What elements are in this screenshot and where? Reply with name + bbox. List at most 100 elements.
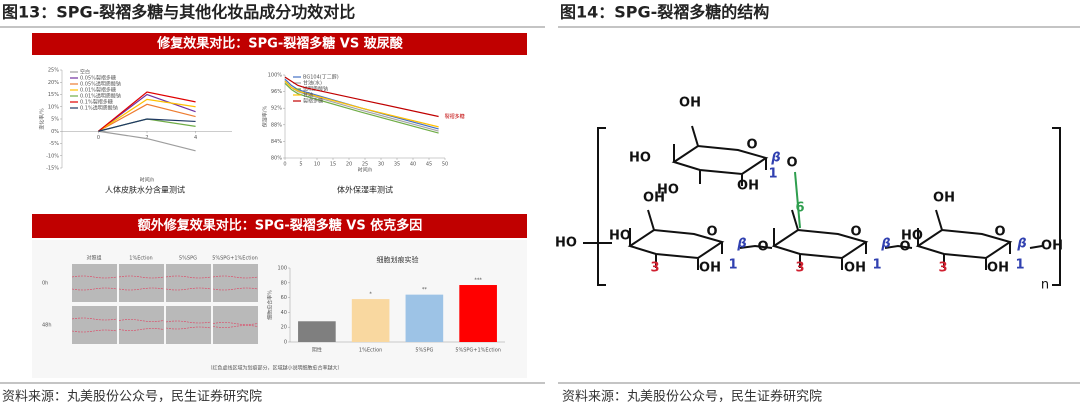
column-label: 1%Ection	[129, 256, 152, 262]
row-label: 0h	[42, 281, 48, 287]
atom-label: OH	[933, 191, 955, 206]
figure-title: 图13：SPG-裂褶多糖与其他化妆品成分功效对比	[2, 3, 355, 22]
x-tick-label: 阴性	[312, 347, 322, 354]
y-tick-label: 5%	[51, 117, 59, 123]
atom-label: HO	[657, 183, 679, 198]
y-tick-label: 100	[277, 266, 287, 272]
atom-label: O	[706, 225, 717, 240]
source: 资料来源：丸美股份公众号，民生证券研究院	[562, 389, 822, 405]
atom-label: OH	[737, 179, 759, 194]
atom-label: HO	[901, 229, 923, 244]
atom-label: β	[770, 151, 780, 166]
y-axis-label: 保湿率/%	[262, 106, 269, 128]
y-tick-label: -15%	[46, 166, 59, 172]
y-tick-label: -10%	[46, 153, 59, 159]
legend-label: 裂褶多糖	[303, 98, 323, 105]
y-tick-label: 84%	[271, 139, 282, 145]
chart-title: 细胞划痕实验	[377, 255, 419, 264]
x-tick-label: 1%Ection	[359, 348, 382, 354]
bond	[583, 242, 1043, 249]
line	[98, 103, 196, 132]
scratch	[71, 275, 118, 291]
x-tick-label: 5	[299, 162, 302, 168]
atom-label: OH	[1041, 239, 1063, 254]
x-tick-label: 40	[410, 162, 416, 168]
y-tick-label: 60	[281, 295, 287, 301]
x-tick-label: 5%SPG+1%Ection	[455, 348, 501, 354]
y-tick-label: 40	[281, 310, 287, 316]
atom-label: 1	[768, 167, 777, 182]
atom-label: 3	[938, 261, 947, 276]
photo	[166, 306, 211, 344]
bracket	[1052, 127, 1061, 286]
scratch	[118, 275, 165, 291]
y-tick-label: 20%	[48, 80, 59, 86]
atom-label: 6	[795, 201, 804, 216]
legend-label: 甘油(水)	[303, 80, 322, 87]
banner-text: 额外修复效果对比：SPG-裂褶多糖 VS 依克多因	[138, 218, 422, 234]
y-tick-label: 96%	[271, 89, 282, 95]
line	[98, 91, 196, 132]
legend-label: 0.1%裂褶多糖	[80, 99, 113, 106]
caption: 体外保湿率测试	[337, 185, 393, 195]
x-tick-label: 0	[283, 162, 286, 168]
atom-label: O	[746, 138, 757, 153]
atom-label: OH	[987, 261, 1009, 276]
photo	[119, 264, 164, 302]
significance: ***	[474, 278, 482, 284]
ring	[771, 209, 869, 270]
significance: **	[422, 287, 428, 293]
atom-label: OH	[699, 261, 721, 276]
significance: *	[369, 292, 372, 298]
line	[284, 80, 439, 128]
line	[98, 118, 196, 132]
x-tick-label: 45	[426, 162, 432, 168]
scratch	[212, 322, 259, 328]
atom-label: n	[1041, 278, 1049, 293]
atom-label: HO	[629, 151, 651, 166]
atom-label: OH	[679, 96, 701, 111]
y-axis-label: 变化率/%	[39, 108, 46, 130]
legend-label: 0.05%透明质酸钠	[80, 81, 121, 88]
y-tick-label: 15%	[48, 92, 59, 98]
atom-label: 1	[872, 258, 881, 273]
scratch	[71, 317, 118, 333]
atom-label: O	[899, 240, 910, 255]
x-tick-label: 2	[145, 135, 148, 141]
x-tick-label: 4	[194, 135, 197, 141]
figure-title: 图14：SPG-裂褶多糖的结构	[560, 3, 769, 22]
atom-label: OH	[643, 191, 665, 206]
y-tick-label: 10%	[48, 104, 59, 110]
caption: 人体皮肤水分含量测试	[105, 185, 185, 195]
legend-label: 甘油	[303, 92, 313, 99]
photo	[213, 306, 258, 344]
atom-label: 3	[650, 261, 659, 276]
banner-text: 修复效果对比：SPG-裂褶多糖 VS 玻尿酸	[156, 36, 403, 52]
x-tick-label: 25	[362, 162, 368, 168]
scratch	[165, 320, 212, 330]
footnote: （红色虚线区域为划痕部分，区域越小说明细胞愈合率越大）	[207, 365, 342, 372]
scratch	[165, 275, 212, 291]
x-tick-label: 35	[394, 162, 400, 168]
y-tick-label: 80%	[271, 156, 282, 162]
x-tick-label: 5%SPG	[415, 348, 433, 354]
y-tick-label: 0%	[51, 129, 59, 135]
atom-label: O	[850, 225, 861, 240]
photo	[72, 264, 117, 302]
atom-label: HO	[609, 229, 631, 244]
bar	[459, 285, 497, 342]
banner	[32, 214, 527, 238]
photo	[213, 264, 258, 302]
atom-label: 1	[1015, 258, 1024, 273]
atom-label: β	[736, 237, 746, 252]
atom-label: HO	[555, 236, 577, 251]
line	[98, 130, 196, 152]
atom-label: β	[880, 237, 890, 252]
y-tick-label: 92%	[271, 106, 282, 112]
legend-label: 空白	[80, 69, 90, 76]
y-tick-label: 100%	[268, 73, 283, 79]
legend-label: 0.01%透明质酸钠	[80, 93, 121, 100]
bar	[405, 294, 444, 342]
y-axis-label: 细胞愈合率%	[267, 290, 274, 320]
